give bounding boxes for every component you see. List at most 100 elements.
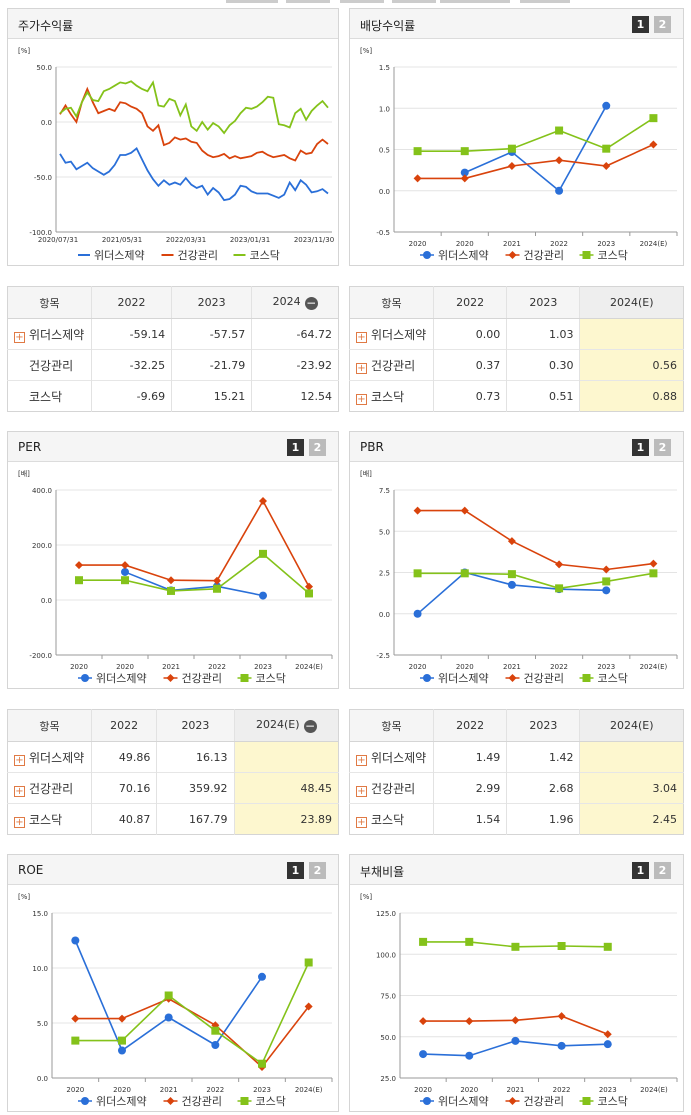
expand-icon[interactable]: + <box>356 331 367 343</box>
row-label-cell[interactable]: + 위더스제약 <box>349 741 434 773</box>
expand-icon[interactable]: + <box>356 785 367 797</box>
data-point <box>511 942 520 951</box>
series-0 <box>419 1036 612 1060</box>
table-cell <box>579 741 684 773</box>
row-label-cell[interactable]: + 위더스제약 <box>7 741 92 773</box>
data-point <box>465 937 474 946</box>
roe-chart: [%] 15.0 10.0 5.0 0.0 2020 2020 2021 2022 2023 202… <box>18 893 333 1108</box>
table-cell: 167.79 <box>156 803 235 835</box>
page-2-button[interactable]: 2 <box>654 862 671 879</box>
data-point <box>465 1051 474 1060</box>
table-header-cell: 2023 <box>171 286 252 319</box>
series-line <box>59 146 329 202</box>
page-2-button[interactable]: 2 <box>654 16 671 33</box>
table-row: 코스닥 -9.69 15.21 12.54 <box>7 380 339 412</box>
row-label: 코스닥 <box>29 812 63 827</box>
expand-icon[interactable]: + <box>356 754 367 766</box>
data-point <box>507 580 516 589</box>
page-1-button[interactable]: 1 <box>632 16 649 33</box>
table-header-cell: 항목 <box>349 286 434 319</box>
row-label-cell[interactable]: + 코스닥 <box>349 803 434 835</box>
table-row: + 코스닥 0.73 0.51 0.88 <box>349 380 684 412</box>
x-tick-label: 2023/11/30 <box>294 236 334 244</box>
series-2 <box>413 569 658 593</box>
page-2-button[interactable]: 2 <box>654 439 671 456</box>
y-tick-label: 200.0 <box>32 542 52 550</box>
row-label-cell[interactable]: 코스닥 <box>7 380 92 412</box>
axis-unit: [배] <box>360 469 372 478</box>
page-1-button[interactable]: 1 <box>632 862 649 879</box>
expand-icon[interactable]: + <box>14 331 25 343</box>
x-tick-label: 2023 <box>254 663 272 671</box>
table-header-cell: 2022 <box>432 286 507 319</box>
table-cell: 1.03 <box>506 318 580 350</box>
page-1-button[interactable]: 1 <box>632 439 649 456</box>
y-tick-label: 25.0 <box>380 1075 396 1083</box>
x-tick-label: 2022 <box>553 1086 571 1094</box>
legend-label: 코스닥 <box>250 249 280 262</box>
series-line <box>59 80 329 135</box>
data-point <box>602 586 611 595</box>
axis-unit: [%] <box>18 893 30 901</box>
legend-swatch <box>240 1097 249 1105</box>
legend-label: 위더스제약 <box>96 1094 147 1108</box>
row-label-cell[interactable]: + 위더스제약 <box>7 318 92 350</box>
expand-icon[interactable]: + <box>14 785 25 797</box>
header-label: 2022 <box>456 719 485 732</box>
panel-header: 배당수익률 1 2 <box>350 9 683 39</box>
expand-icon[interactable]: + <box>14 754 25 766</box>
legend: 위더스제약 건강관리 코스닥 <box>78 671 286 685</box>
row-label-cell[interactable]: + 건강관리 <box>7 772 92 804</box>
row-label-cell[interactable]: + 건강관리 <box>349 349 434 381</box>
expand-icon[interactable]: + <box>356 362 367 374</box>
data-point <box>164 991 173 1000</box>
header-label: 2023 <box>197 296 226 309</box>
collapse-icon[interactable]: − <box>303 719 317 733</box>
table-cell: 16.13 <box>156 741 235 773</box>
table-cell: 3.04 <box>579 772 684 804</box>
table-row: + 위더스제약 1.49 1.42 <box>349 741 684 773</box>
table-header-cell: 항목 <box>7 286 92 319</box>
header-label: 2022 <box>456 296 485 309</box>
table-row: + 위더스제약 -59.14 -57.57 -64.72 <box>7 318 339 350</box>
data-point <box>602 577 611 586</box>
x-tick-label: 2020 <box>414 1086 432 1094</box>
roe-panel: ROE 1 2 [%] 15.0 10.0 5.0 0.0 2020 2020 2021 202… <box>7 854 339 1112</box>
table-header-cell: 2022 <box>90 286 172 319</box>
panel-title: ROE <box>18 863 44 877</box>
x-tick-label: 2023/01/31 <box>230 236 270 244</box>
x-tick-label: 2022 <box>208 663 226 671</box>
collapse-icon[interactable]: − <box>304 296 318 310</box>
row-label-cell[interactable]: + 코스닥 <box>349 380 434 412</box>
row-label-cell[interactable]: + 위더스제약 <box>349 318 434 350</box>
data-point <box>121 561 129 570</box>
x-tick-label: 2024(E) <box>640 240 668 248</box>
data-point <box>419 937 428 946</box>
header-label: 항목 <box>381 296 402 310</box>
x-tick-label: 2024(E) <box>295 663 323 671</box>
legend-swatch <box>423 251 431 259</box>
page-1-button[interactable]: 1 <box>287 439 304 456</box>
expand-icon[interactable]: + <box>356 393 367 405</box>
data-point <box>71 1036 80 1045</box>
expand-icon[interactable]: + <box>14 816 25 828</box>
table-row: + 건강관리 0.37 0.30 0.56 <box>349 349 684 381</box>
legend-label: 위더스제약 <box>96 671 147 685</box>
table-cell: 15.21 <box>171 380 252 412</box>
x-tick-label: 2023 <box>599 1086 617 1094</box>
row-label-cell[interactable]: + 코스닥 <box>7 803 92 835</box>
expand-icon[interactable]: + <box>356 816 367 828</box>
page-2-button[interactable]: 2 <box>309 439 326 456</box>
table-cell: -23.92 <box>251 349 339 381</box>
row-label-cell[interactable]: + 건강관리 <box>349 772 434 804</box>
series-1 <box>413 140 658 183</box>
table-cell: 0.00 <box>432 318 507 350</box>
table-cell: 2.99 <box>432 772 507 804</box>
data-point <box>460 569 469 578</box>
page-1-button[interactable]: 1 <box>287 862 304 879</box>
row-label-cell[interactable]: 건강관리 <box>7 349 92 381</box>
header-label: 항목 <box>39 719 60 733</box>
panel-title: PER <box>18 440 42 454</box>
page-2-button[interactable]: 2 <box>309 862 326 879</box>
